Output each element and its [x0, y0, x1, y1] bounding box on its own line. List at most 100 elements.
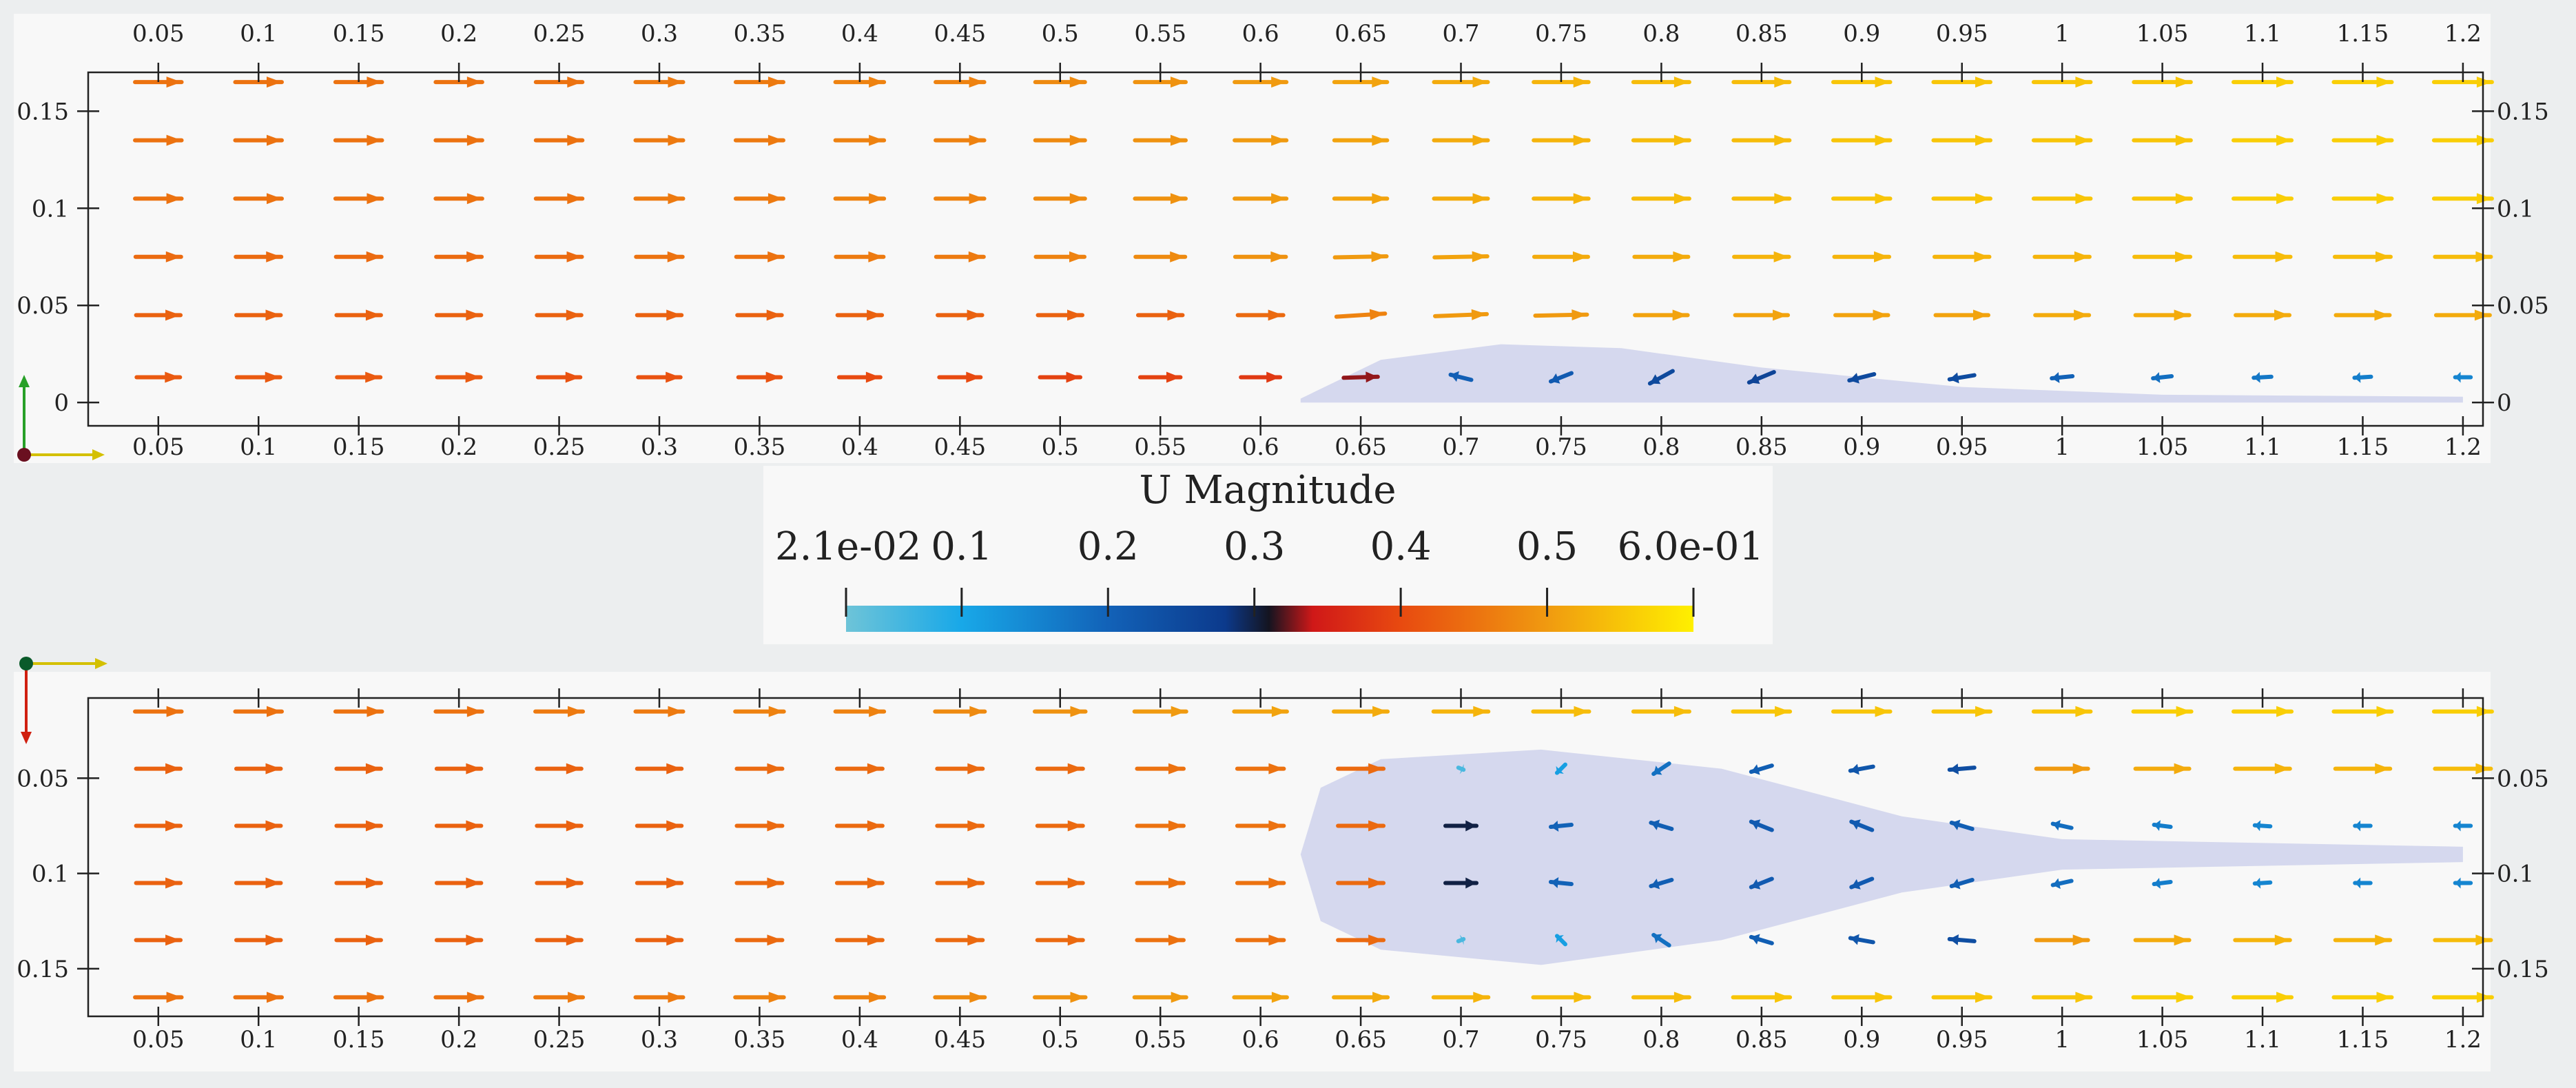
velocity-arrow — [433, 76, 484, 88]
velocity-arrow — [334, 934, 383, 946]
side-view-x-tick-label: 1.05 — [2136, 433, 2189, 461]
velocity-arrow — [1235, 934, 1286, 946]
velocity-arrow — [434, 251, 484, 263]
velocity-arrow — [1235, 877, 1286, 889]
side-view-x-tick-label: 0.15 — [333, 20, 385, 48]
velocity-arrow — [834, 763, 885, 774]
velocity-arrow — [2133, 763, 2192, 774]
velocity-arrow — [1931, 992, 1992, 1003]
velocity-arrow — [1233, 134, 1289, 146]
velocity-arrow — [433, 992, 484, 1003]
colorbar-tick-label: 2.1e-02 — [775, 524, 921, 569]
top-view-particle-cloud — [1300, 749, 2463, 965]
velocity-arrow — [534, 251, 584, 263]
velocity-arrow — [533, 992, 586, 1003]
velocity-arrow — [1033, 76, 1087, 88]
side-view-x-tick-label: 0.7 — [1442, 20, 1479, 48]
velocity-arrow — [833, 992, 887, 1003]
velocity-arrow — [133, 251, 183, 263]
velocity-arrow — [535, 877, 584, 889]
velocity-arrow — [535, 820, 584, 832]
velocity-arrow — [1849, 876, 1875, 890]
top-view-particle-region — [1300, 749, 2463, 965]
colorbar-legend: U Magnitude 2.1e-02 0.1 0.2 0.3 0.4 0.5 6.0e-0… — [763, 466, 1773, 644]
velocity-arrow — [834, 251, 886, 263]
top-view-x-tick-label: 0.45 — [934, 1026, 986, 1054]
velocity-arrow — [2132, 76, 2193, 88]
side-view-x-tick-label: 0.25 — [533, 433, 586, 461]
top-view-x-tick-label: 1.2 — [2444, 1026, 2482, 1054]
velocity-arrow — [1235, 309, 1286, 321]
velocity-arrow — [2133, 934, 2192, 946]
velocity-arrow — [1849, 819, 1875, 832]
velocity-arrow — [2232, 992, 2294, 1003]
top-view-x-tick-label: 1.15 — [2337, 1026, 2389, 1054]
velocity-arrow — [1732, 251, 1791, 263]
velocity-arrow — [834, 877, 885, 889]
velocity-arrow — [1135, 309, 1185, 321]
velocity-arrow — [2331, 193, 2394, 205]
side-view-x-tick-label: 0.4 — [841, 433, 878, 461]
velocity-arrow — [1831, 134, 1893, 146]
velocity-arrow — [234, 309, 283, 321]
top-view-axis-frame — [87, 697, 2484, 1018]
velocity-arrow — [1033, 992, 1088, 1003]
side-view-x-tick-label: 0.2 — [440, 20, 477, 48]
side-view-y-tick-label: 0.15 — [2497, 98, 2549, 125]
side-view-axes: 0.05 0.05 0.1 0.1 0.15 0.15 0.2 0.2 0.25 0.25 0.3 0… — [17, 20, 2548, 461]
velocity-arrow — [2034, 934, 2090, 946]
velocity-arrow — [2034, 763, 2090, 774]
velocity-arrow — [334, 309, 383, 321]
top-view-y-tick-label: 0.15 — [17, 956, 69, 983]
velocity-arrow — [2453, 820, 2473, 832]
velocity-arrow — [1332, 134, 1390, 146]
velocity-arrow — [1632, 251, 1691, 263]
velocity-arrow — [535, 934, 584, 946]
velocity-arrow — [1232, 706, 1289, 717]
side-view-x-tick-label: 0.35 — [734, 20, 786, 48]
velocity-arrow — [1456, 763, 1466, 774]
side-view-y-tick-label: 0.15 — [17, 98, 69, 125]
velocity-arrow — [635, 934, 684, 946]
side-view-x-tick-label: 1.2 — [2444, 20, 2482, 48]
velocity-arrow — [1532, 76, 1591, 88]
velocity-arrow — [2353, 820, 2373, 832]
velocity-arrow — [1332, 193, 1390, 205]
top-view-y-tick-label: 0.05 — [2497, 765, 2549, 792]
side-view-x-tick-label: 0.85 — [1735, 433, 1788, 461]
top-view-x-tick-label: 0.1 — [240, 1026, 277, 1054]
velocity-arrow — [134, 877, 183, 889]
velocity-arrow — [233, 193, 284, 205]
velocity-arrow — [1931, 706, 1992, 717]
velocity-arrow — [133, 76, 184, 88]
side-view-x-tick-label: 0.1 — [240, 20, 277, 48]
velocity-arrow — [1035, 820, 1085, 832]
velocity-arrow — [833, 706, 887, 717]
velocity-arrow — [434, 877, 484, 889]
velocity-arrow — [1133, 193, 1188, 205]
velocity-arrow — [1332, 992, 1390, 1003]
velocity-arrow — [1749, 934, 1774, 945]
side-view-x-tick-label: 0.45 — [934, 20, 986, 48]
side-view-x-tick-label: 0.5 — [1042, 20, 1079, 48]
velocity-arrow — [1456, 934, 1466, 945]
velocity-arrow — [733, 706, 786, 717]
velocity-arrow — [733, 992, 786, 1003]
velocity-arrow — [935, 934, 985, 946]
side-view-x-tick-label: 0.65 — [1335, 433, 1387, 461]
velocity-arrow — [1239, 371, 1283, 383]
side-view-x-tick-label: 1 — [2054, 20, 2070, 48]
side-view-x-tick-label: 0.55 — [1134, 20, 1186, 48]
top-view-x-tick-label: 0.9 — [1843, 1026, 1880, 1054]
velocity-arrow — [335, 371, 383, 383]
velocity-arrow — [234, 251, 284, 263]
velocity-arrow — [1633, 309, 1690, 321]
velocity-arrow — [1334, 309, 1388, 320]
side-view-x-tick-label: 0.75 — [1535, 433, 1587, 461]
velocity-arrow — [1135, 820, 1186, 832]
colorbar-gradient — [846, 606, 1693, 632]
side-view-x-tick-label: 0.6 — [1242, 20, 1279, 48]
velocity-arrow — [1448, 371, 1474, 382]
velocity-arrow — [2232, 76, 2294, 88]
